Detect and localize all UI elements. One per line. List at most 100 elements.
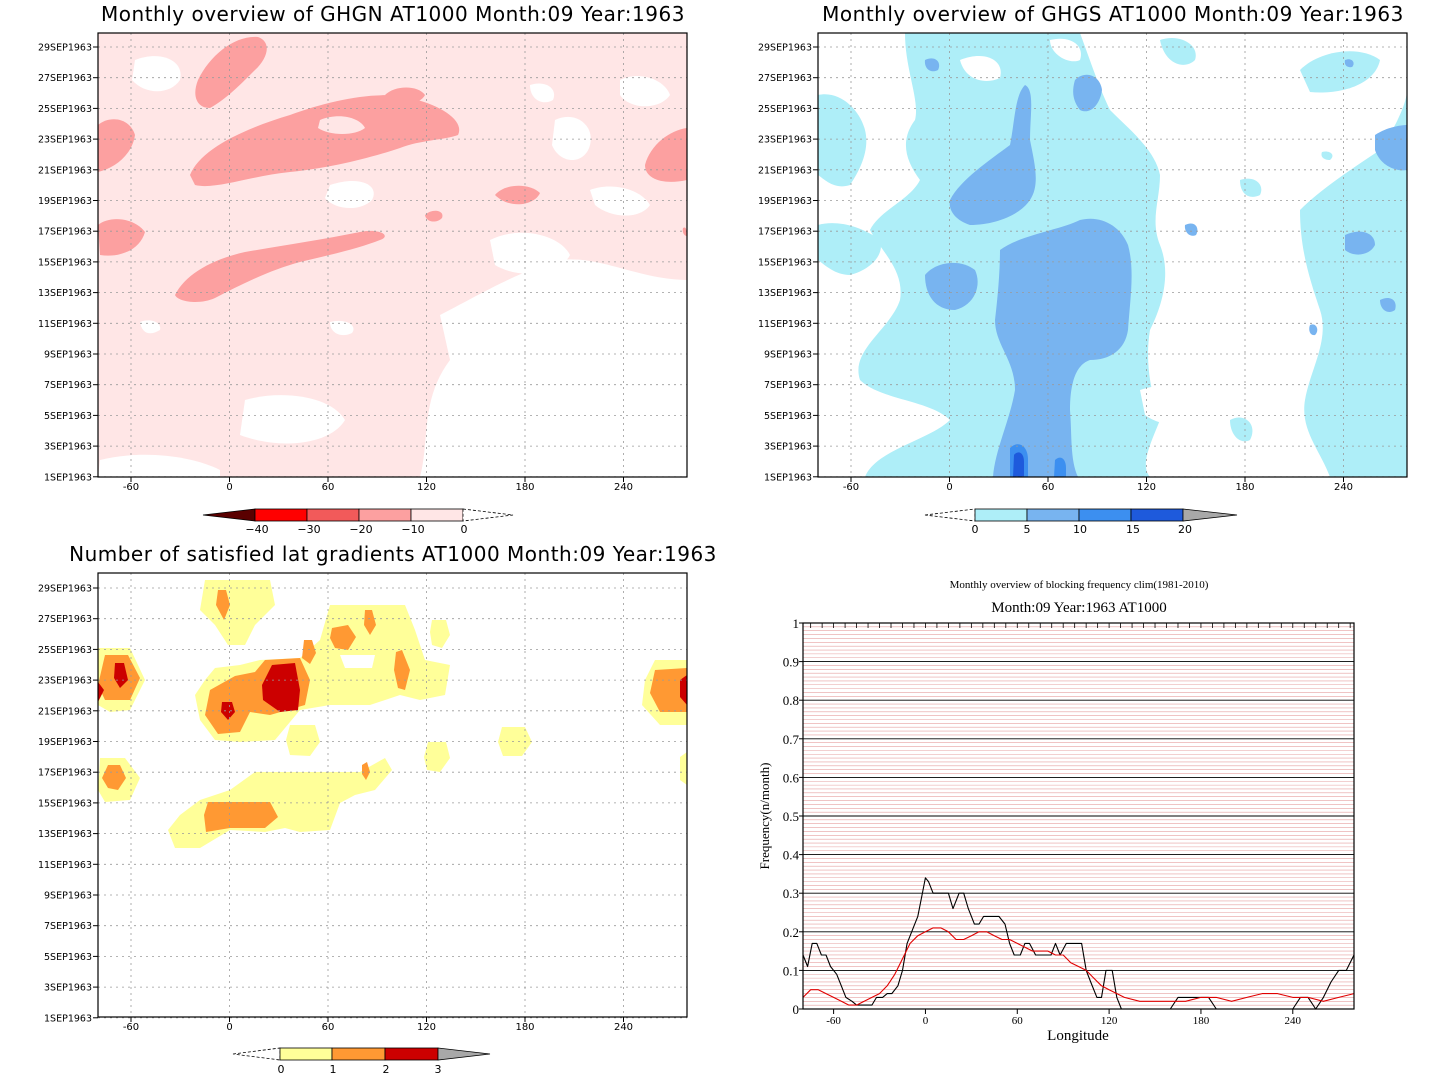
grad-level-region xyxy=(286,725,320,756)
ghgn-y-tick-label: 27SEP1963 xyxy=(38,73,92,84)
grad-level-region xyxy=(650,668,687,712)
grad-colorbar-tick: 1 xyxy=(330,1063,337,1076)
grad-y-tick-label: 29SEP1963 xyxy=(38,584,92,595)
ghgs-y-tick-label: 19SEP1963 xyxy=(758,196,812,207)
ghgn-white-region xyxy=(140,320,161,334)
freq-top-ticks xyxy=(810,623,1351,628)
ghgn-y-tick-label: 1SEP1963 xyxy=(44,472,92,483)
grad-colorbar-swatch xyxy=(279,1047,333,1061)
ghgn-y-tick-label: 17SEP1963 xyxy=(38,227,92,238)
grad-y-tick-label: 1SEP1963 xyxy=(44,1013,92,1024)
grad-white-region xyxy=(340,655,375,668)
freq-plot-area xyxy=(802,622,1355,1010)
ghgn-colorbar-swatch xyxy=(202,508,256,522)
grad-panel: Number of satisfied lat gradients AT1000… xyxy=(38,542,716,1076)
ghgs-y-tick-label: 25SEP1963 xyxy=(758,104,812,115)
ghgs-plot-frame xyxy=(817,32,1408,478)
ghgn-white-region xyxy=(240,395,345,444)
ghgs-y-tick-label: 1SEP1963 xyxy=(764,472,812,483)
ghgn-white-region xyxy=(530,83,555,103)
ghgs-level-region xyxy=(924,58,940,72)
ghgn-panel: Monthly overview of GHGN AT1000 Month:09… xyxy=(38,2,688,536)
freq-y-tick-label: 0.9 xyxy=(783,655,799,670)
ghgn-plot-area xyxy=(97,32,688,478)
ghgs-x-tick-label: -60 xyxy=(843,482,859,493)
grad-colorbar-swatch xyxy=(331,1047,386,1061)
grad-colorbar-tick: 0 xyxy=(278,1063,285,1076)
grad-level-region xyxy=(364,610,376,635)
freq-subtitle: Month:09 Year:1963 AT1000 xyxy=(991,600,1166,616)
freq-y-label: Frequency(n/month) xyxy=(757,763,772,870)
grad-y-tick-label: 3SEP1963 xyxy=(44,983,92,994)
grad-y-tick-label: 7SEP1963 xyxy=(44,921,92,932)
ghgn-white-region xyxy=(490,232,570,274)
ghgs-colorbar-swatch xyxy=(1182,508,1238,522)
ghgn-y-tick-label: 7SEP1963 xyxy=(44,380,92,391)
freq-y-tick-label: 0.2 xyxy=(783,925,799,940)
ghgs-level-region xyxy=(1321,151,1333,160)
ghgn-level-region xyxy=(385,87,425,104)
grad-x-tick-label: 0 xyxy=(226,1022,232,1033)
ghgn-y-tick-label: 15SEP1963 xyxy=(38,257,92,268)
ghgn-y-tick-label: 5SEP1963 xyxy=(44,411,92,422)
grad-plot-area xyxy=(97,572,688,1019)
ghgn-level-region xyxy=(682,227,687,236)
ghgn-level-region xyxy=(195,36,267,108)
freq-y-axis: 0 0.1 0.2 0.3 0.4 0.5 0.6 0.7 0.8 0.9 1 xyxy=(783,616,803,1017)
ghgn-colorbar-swatch xyxy=(254,508,308,522)
ghgn-colorbar-tick: −40 xyxy=(245,523,268,536)
grad-level-region xyxy=(424,742,450,772)
ghgs-level-region xyxy=(818,94,867,187)
ghgs-colorbar-swatch xyxy=(974,508,1028,522)
grad-level-region xyxy=(680,675,687,705)
freq-panel: Monthly overview of blocking frequency c… xyxy=(757,579,1355,1044)
grad-y-tick-label: 5SEP1963 xyxy=(44,952,92,963)
ghgn-y-tick-label: 11SEP1963 xyxy=(38,319,92,330)
grad-x-tick-label: 180 xyxy=(515,1022,534,1033)
ghgn-y-axis: 29SEP1963 27SEP1963 25SEP1963 23SEP1963 21SE… xyxy=(38,43,98,483)
ghgs-colorbar-tick: 10 xyxy=(1073,523,1087,536)
freq-x-tick-label: 60 xyxy=(1012,1015,1024,1027)
ghgn-x-tick-label: 60 xyxy=(322,482,335,493)
ghgs-level-region xyxy=(1375,125,1407,171)
ghgn-level-region xyxy=(190,95,460,187)
grad-level-region xyxy=(102,765,126,790)
freq-y-tick-label: 0 xyxy=(793,1002,800,1017)
ghgn-white-region xyxy=(552,116,591,160)
ghgn-y-tick-label: 3SEP1963 xyxy=(44,442,92,453)
grad-plot-frame xyxy=(97,572,688,1018)
ghgs-x-tick-label: 120 xyxy=(1137,482,1156,493)
grad-y-tick-label: 13SEP1963 xyxy=(38,829,92,840)
ghgs-plot-area xyxy=(817,32,1408,478)
grad-y-axis: 29SEP1963 27SEP1963 25SEP1963 23SEP1963 21SE… xyxy=(38,584,98,1024)
ghgs-y-tick-label: 23SEP1963 xyxy=(758,135,812,146)
ghgs-y-tick-label: 13SEP1963 xyxy=(758,288,812,299)
ghgn-white-region xyxy=(620,75,670,107)
grad-colorbar-tick: 3 xyxy=(435,1063,442,1076)
grad-level-region xyxy=(330,625,356,650)
grad-colorbar-swatch xyxy=(232,1047,281,1061)
ghgs-colorbar-swatch xyxy=(1130,508,1184,522)
ghgs-level-region xyxy=(925,262,978,310)
freq-y-tick-label: 0.3 xyxy=(783,886,799,901)
grad-y-tick-label: 9SEP1963 xyxy=(44,891,92,902)
ghgs-y-tick-label: 15SEP1963 xyxy=(758,257,812,268)
ghgn-colorbar-swatch xyxy=(306,508,360,522)
ghgn-x-tick-label: -60 xyxy=(123,482,139,493)
freq-title: Monthly overview of blocking frequency c… xyxy=(950,579,1209,591)
grad-x-tick-label: -60 xyxy=(123,1022,139,1033)
ghgs-y-tick-label: 9SEP1963 xyxy=(764,350,812,361)
ghgs-y-tick-label: 29SEP1963 xyxy=(758,43,812,54)
ghgs-level-region xyxy=(1013,452,1024,477)
ghgn-white-region xyxy=(132,56,181,92)
ghgs-x-tick-label: 0 xyxy=(946,482,952,493)
grad-colorbar: 0 1 2 3 xyxy=(232,1047,491,1076)
freq-y-tick-label: 0.7 xyxy=(783,732,800,747)
grad-level-region xyxy=(204,802,278,832)
ghgs-white-region xyxy=(1200,274,1265,320)
ghgs-y-tick-label: 27SEP1963 xyxy=(758,73,812,84)
freq-y-tick-label: 0.8 xyxy=(783,693,799,708)
ghgs-level-region xyxy=(1300,90,1407,477)
ghgn-colorbar-swatch xyxy=(462,508,514,522)
ghgn-y-tick-label: 29SEP1963 xyxy=(38,43,92,54)
